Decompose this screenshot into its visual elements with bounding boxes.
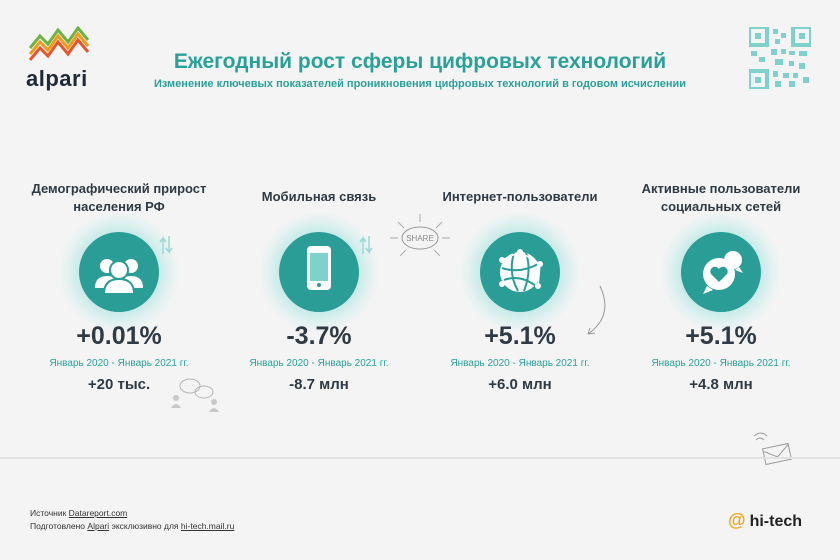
page-subtitle: Изменение ключевых показателей проникнов… <box>153 78 687 90</box>
up-down-arrows-icon <box>159 235 173 255</box>
prepared-middle: эксклюзивно для <box>111 521 179 531</box>
alpari-link[interactable]: Alpari <box>87 521 110 531</box>
percent-change: +5.1% <box>685 322 757 350</box>
period-label: Январь 2020 - Январь 2021 гг. <box>49 358 189 369</box>
icon-circle <box>279 232 359 312</box>
share-bubble-doodle: SHARE <box>390 214 450 257</box>
percent-change: +0.01% <box>76 322 162 350</box>
footer-divider <box>0 457 840 459</box>
absolute-change: -8.7 млн <box>289 376 349 393</box>
percent-change: -3.7% <box>286 322 352 350</box>
source-link[interactable]: Datareport.com <box>68 508 128 518</box>
prepared-prefix: Подготовлено <box>30 521 86 531</box>
icon-circle <box>681 232 761 312</box>
period-label: Январь 2020 - Январь 2021 гг. <box>651 358 791 369</box>
source-line: Источник Datareport.com <box>30 508 127 518</box>
absolute-change: +20 тыс. <box>87 376 151 393</box>
stat-card-internet: Интернет-пользователи +5.1% Январь 2020 … <box>420 176 620 406</box>
at-icon: @ <box>728 510 746 530</box>
period-label: Январь 2020 - Январь 2021 гг. <box>450 358 590 369</box>
page-title: Ежегодный рост сферы цифровых технологий <box>173 50 667 73</box>
hitech-logo-text: hi-tech <box>749 513 803 530</box>
percent-change: +5.1% <box>484 322 556 350</box>
alpari-zigzag-icon <box>28 26 90 61</box>
stat-card-mobile: Мобильная связь -3.7% Январь 2020 - Янва… <box>219 176 419 406</box>
card-title-line1: Демографический прирост <box>31 181 207 196</box>
mail-envelope-doodle <box>753 432 792 466</box>
smartphone-icon <box>307 246 331 290</box>
up-down-arrows-icon <box>359 235 373 255</box>
people-icon <box>95 259 143 295</box>
absolute-change: +4.8 млн <box>689 376 753 393</box>
icon-circle <box>480 232 560 312</box>
prepared-line: Подготовлено Alpari эксклюзивно для hi-t… <box>30 521 234 531</box>
card-title-line2: социальных сетей <box>660 199 782 214</box>
card-title: Демографический прирост населения РФ <box>19 180 219 216</box>
hitech-site-link[interactable]: hi-tech.mail.ru <box>180 521 235 531</box>
period-label: Январь 2020 - Январь 2021 гг. <box>249 358 389 369</box>
source-prefix: Источник <box>30 508 67 518</box>
icon-circle <box>79 232 159 312</box>
globe-network-icon <box>499 249 543 292</box>
alpari-logo: alpari <box>26 26 96 96</box>
curved-arrow-doodle <box>587 285 606 335</box>
qr-code-icon[interactable] <box>749 27 811 89</box>
card-title: Активные пользователи социальных сетей <box>621 180 821 216</box>
card-title-line2: населения РФ <box>73 199 165 214</box>
stat-card-population: Демографический прирост населения РФ +0.… <box>19 176 219 406</box>
hitech-logo[interactable]: @ hi-tech <box>728 510 802 531</box>
chat-users-doodle <box>171 378 219 412</box>
card-title-line1: Активные пользователи <box>641 181 801 196</box>
brand-name: alpari <box>26 66 88 91</box>
card-title: Интернет-пользователи <box>442 189 598 204</box>
stat-card-social: Активные пользователи социальных сетей +… <box>621 176 821 406</box>
absolute-change: +6.0 млн <box>488 376 552 393</box>
card-title: Мобильная связь <box>261 189 377 204</box>
heart-chat-icon <box>703 251 743 294</box>
share-label: SHARE <box>406 234 434 243</box>
